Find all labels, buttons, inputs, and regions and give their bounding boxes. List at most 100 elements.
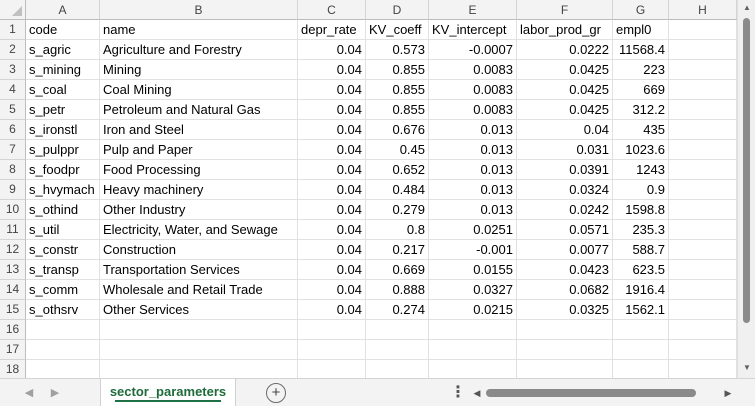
cell-b6[interactable]: Iron and Steel (100, 120, 298, 140)
row-header[interactable]: 12 (0, 240, 26, 260)
cell-f12[interactable]: 0.0077 (517, 240, 613, 260)
cell-h4[interactable] (669, 80, 737, 100)
cell-c8[interactable]: 0.04 (298, 160, 366, 180)
cell-b3[interactable]: Mining (100, 60, 298, 80)
cell-e4[interactable]: 0.0083 (429, 80, 517, 100)
cell-f3[interactable]: 0.0425 (517, 60, 613, 80)
cell-g12[interactable]: 588.7 (613, 240, 669, 260)
row-header[interactable]: 4 (0, 80, 26, 100)
cell-c7[interactable]: 0.04 (298, 140, 366, 160)
row-header[interactable]: 15 (0, 300, 26, 320)
scroll-down-arrow-icon[interactable]: ▼ (743, 363, 751, 372)
plus-circle-icon[interactable]: + (266, 383, 286, 403)
cell-c15[interactable]: 0.04 (298, 300, 366, 320)
row-header[interactable]: 1 (0, 20, 26, 40)
cell-d18[interactable] (366, 360, 429, 378)
cell-d13[interactable]: 0.669 (366, 260, 429, 280)
select-all-button[interactable] (0, 0, 26, 20)
cell-c4[interactable]: 0.04 (298, 80, 366, 100)
cell-c2[interactable]: 0.04 (298, 40, 366, 60)
cell-a14[interactable]: s_comm (26, 280, 100, 300)
cell-a17[interactable] (26, 340, 100, 360)
cell-f7[interactable]: 0.031 (517, 140, 613, 160)
cell-h10[interactable] (669, 200, 737, 220)
cell-g16[interactable] (613, 320, 669, 340)
cell-g15[interactable]: 1562.1 (613, 300, 669, 320)
cell-d17[interactable] (366, 340, 429, 360)
cell-f11[interactable]: 0.0571 (517, 220, 613, 240)
cell-b1[interactable]: name (100, 20, 298, 40)
cell-c16[interactable] (298, 320, 366, 340)
cell-g4[interactable]: 669 (613, 80, 669, 100)
cell-h5[interactable] (669, 100, 737, 120)
cell-b14[interactable]: Wholesale and Retail Trade (100, 280, 298, 300)
cell-e7[interactable]: 0.013 (429, 140, 517, 160)
cell-c9[interactable]: 0.04 (298, 180, 366, 200)
cell-b5[interactable]: Petroleum and Natural Gas (100, 100, 298, 120)
row-header[interactable]: 13 (0, 260, 26, 280)
cell-d15[interactable]: 0.274 (366, 300, 429, 320)
column-header-e[interactable]: E (429, 0, 517, 20)
cell-e17[interactable] (429, 340, 517, 360)
chevron-right-icon[interactable]: ▶ (50, 387, 60, 399)
row-header[interactable]: 6 (0, 120, 26, 140)
column-header-a[interactable]: A (26, 0, 100, 20)
cell-d8[interactable]: 0.652 (366, 160, 429, 180)
vertical-ellipsis-icon[interactable]: ⋮ (450, 384, 466, 401)
horizontal-scroll-thumb[interactable] (486, 389, 696, 397)
cell-h14[interactable] (669, 280, 737, 300)
cell-f9[interactable]: 0.0324 (517, 180, 613, 200)
cell-e11[interactable]: 0.0251 (429, 220, 517, 240)
cell-g6[interactable]: 435 (613, 120, 669, 140)
cell-a5[interactable]: s_petr (26, 100, 100, 120)
cell-f8[interactable]: 0.0391 (517, 160, 613, 180)
cell-b7[interactable]: Pulp and Paper (100, 140, 298, 160)
cell-g7[interactable]: 1023.6 (613, 140, 669, 160)
cell-h8[interactable] (669, 160, 737, 180)
cell-a16[interactable] (26, 320, 100, 340)
cell-b12[interactable]: Construction (100, 240, 298, 260)
cell-d2[interactable]: 0.573 (366, 40, 429, 60)
cell-h13[interactable] (669, 260, 737, 280)
cell-e1[interactable]: KV_intercept (429, 20, 517, 40)
cell-g13[interactable]: 623.5 (613, 260, 669, 280)
cell-d1[interactable]: KV_coeff (366, 20, 429, 40)
cell-g18[interactable] (613, 360, 669, 378)
cell-d12[interactable]: 0.217 (366, 240, 429, 260)
row-header[interactable]: 9 (0, 180, 26, 200)
cell-d10[interactable]: 0.279 (366, 200, 429, 220)
cell-g8[interactable]: 1243 (613, 160, 669, 180)
row-header[interactable]: 17 (0, 340, 26, 360)
tab-sector-parameters[interactable]: sector_parameters (100, 379, 236, 406)
row-header[interactable]: 16 (0, 320, 26, 340)
column-header-d[interactable]: D (366, 0, 429, 20)
cell-a12[interactable]: s_constr (26, 240, 100, 260)
cell-h1[interactable] (669, 20, 737, 40)
cell-g14[interactable]: 1916.4 (613, 280, 669, 300)
cell-c1[interactable]: depr_rate (298, 20, 366, 40)
cell-b17[interactable] (100, 340, 298, 360)
cell-f16[interactable] (517, 320, 613, 340)
vertical-scroll-thumb[interactable] (743, 18, 750, 323)
cell-e9[interactable]: 0.013 (429, 180, 517, 200)
cell-d11[interactable]: 0.8 (366, 220, 429, 240)
row-header[interactable]: 11 (0, 220, 26, 240)
cell-a13[interactable]: s_transp (26, 260, 100, 280)
cell-c5[interactable]: 0.04 (298, 100, 366, 120)
cell-f2[interactable]: 0.0222 (517, 40, 613, 60)
cell-f13[interactable]: 0.0423 (517, 260, 613, 280)
cell-h17[interactable] (669, 340, 737, 360)
cell-b13[interactable]: Transportation Services (100, 260, 298, 280)
column-header-h[interactable]: H (669, 0, 737, 20)
cell-f15[interactable]: 0.0325 (517, 300, 613, 320)
cell-a6[interactable]: s_ironstl (26, 120, 100, 140)
cell-c13[interactable]: 0.04 (298, 260, 366, 280)
cell-b16[interactable] (100, 320, 298, 340)
cell-a10[interactable]: s_othind (26, 200, 100, 220)
cell-a15[interactable]: s_othsrv (26, 300, 100, 320)
cell-c10[interactable]: 0.04 (298, 200, 366, 220)
cell-e12[interactable]: -0.001 (429, 240, 517, 260)
cell-b2[interactable]: Agriculture and Forestry (100, 40, 298, 60)
scroll-right-arrow-icon[interactable]: ▶ (724, 388, 732, 398)
cell-b4[interactable]: Coal Mining (100, 80, 298, 100)
